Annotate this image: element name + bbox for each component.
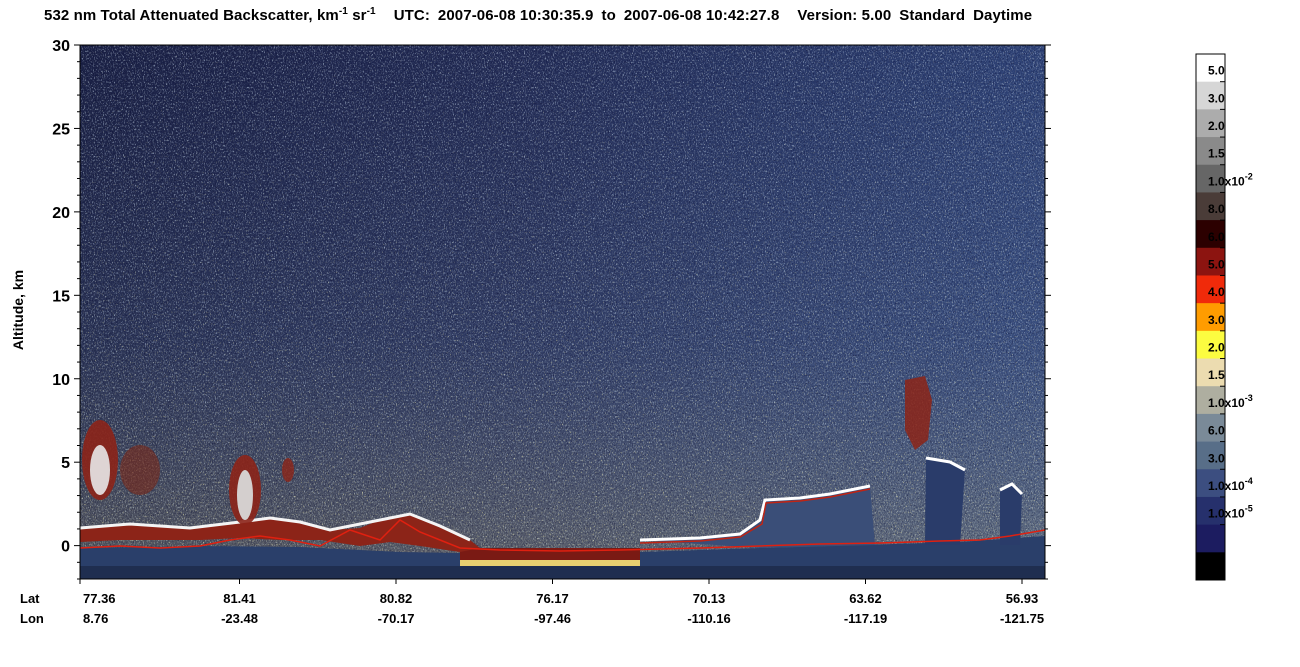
cloud-plume-3-core [237,470,253,520]
colorbar-swatch [1196,386,1225,415]
colorbar-swatch [1196,54,1225,83]
cirrus-column-right [905,376,932,450]
title-to: to [601,7,616,24]
colorbar-swatch [1196,220,1225,249]
lat-tick-label: 77.36 [83,591,116,606]
title-daytime: Daytime [973,7,1033,24]
colorbar-label: 3.0 [1208,451,1225,465]
cloud-tower-right-2-top [999,482,1024,496]
colorbar-swatch [1196,413,1225,442]
stratus-top-red [639,488,871,544]
colorbar-label: 6.0 [1208,424,1225,438]
y-tick-label: 15 [52,288,70,305]
cloud-plume-4 [282,458,294,482]
colorbar-label: 1.5 [1208,368,1225,382]
title-standard: Standard [899,7,966,24]
title-unit-exp-2: -1 [366,6,376,17]
colorbar-swatch [1196,552,1225,581]
colorbar-labels: 5.0 3.0 2.0 1.5 1.0x10-2 8.0 6.0 5.0 4.0 3.0 2.0 1.… [1208,64,1253,526]
colorbar-swatch [1196,469,1225,498]
colorbar-label: 5.0 [1208,257,1225,271]
lon-tick-label: -70.17 [378,611,415,626]
colorbar-label: 6.0 [1208,230,1225,244]
cloud-tower-right [925,458,965,545]
cloud-tower-right-top [925,456,966,472]
lon-tick-label: -117.19 [844,611,887,626]
y-tick-label: 5 [61,455,70,472]
colorbar-swatch [1196,81,1225,110]
surface-elevation-line [80,519,1045,552]
surface-yellow-band [460,560,640,566]
low-cloud-layer-left [80,514,480,552]
colorbar-label: 3.0 [1208,313,1225,327]
colorbar-swatch [1196,441,1225,470]
colorbar-swatch [1196,109,1225,138]
lon-tick-label: -121.75 [1000,611,1044,626]
lon-tick-label: -110.16 [687,611,730,626]
chart-title: 532 nm Total Attenuated Backscatter, km-… [44,6,1032,24]
title-version: Version: 5.00 [797,7,892,24]
title-utc-label: UTC: [393,7,430,24]
y-tick-label: 10 [52,372,70,389]
lat-tick-label: 76.17 [536,591,569,606]
colorbar-swatch [1196,496,1225,526]
colorbar-swatch [1196,247,1225,276]
title-end-time: 2007-06-08 10:42:27.8 [623,7,780,24]
title-product: 532 nm Total Attenuated Backscatter, km [44,7,339,24]
x-axis-labels: Lat Lon 77.36 8.76 81.41 -23.48 80.82 -70.17 76.… [20,579,1044,626]
lat-tick-label: 81.41 [223,591,256,606]
title-start-time: 2007-06-08 10:30:35.9 [437,7,594,24]
cloud-plume-1-core [90,445,110,495]
stratus-layer-right [640,486,875,548]
y-tick-label: 0 [61,539,70,556]
colorbar-label: 3.0 [1208,91,1225,105]
cloud-plume-2 [120,445,160,495]
low-cloud-top-white [80,512,471,542]
lat-tick-label: 70.13 [693,591,726,606]
colorbar-swatch [1196,358,1225,387]
title-unit-sr: sr [347,7,367,24]
colorbar-swatch [1196,137,1225,166]
colorbar-swatch [1196,164,1225,193]
y-tick-label: 25 [52,121,70,138]
colorbar-label: 1.0x10-4 [1208,476,1253,493]
title-unit-exp-1: -1 [338,6,348,17]
colorbar-label: 1.0x10-5 [1208,504,1253,521]
lon-tick-label: -97.46 [534,611,571,626]
cloud-tower-right-2 [1000,484,1022,545]
lat-axis-label: Lat [20,591,40,606]
colorbar-label: 2.0 [1208,341,1225,355]
colorbar-swatch [1196,303,1225,332]
stratus-top-right [639,484,871,542]
lat-tick-label: 56.93 [1006,591,1039,606]
y-tick-label: 30 [52,38,70,55]
colorbar-swatch [1196,330,1225,359]
colorbar-label: 8.0 [1208,202,1225,216]
colorbar-label: 1.5 [1208,147,1225,161]
colorbar-label: 1.0x10-2 [1208,171,1253,188]
subsurface-dark [80,566,1045,579]
colorbar-frame [1195,53,1226,581]
lon-axis-label: Lon [20,611,44,626]
lat-tick-label: 63.62 [849,591,882,606]
colorbar-label: 1.0x10-3 [1208,393,1253,410]
lon-tick-label: 8.76 [83,611,108,626]
y-tick-label: 20 [52,205,70,222]
colorbar-swatches [1195,53,1226,581]
colorbar-label: 2.0 [1208,119,1225,133]
colorbar-swatch [1196,192,1225,221]
lon-tick-label: -23.48 [221,611,258,626]
colorbar-label: 5.0 [1208,64,1225,78]
lat-tick-label: 80.82 [380,591,413,606]
y-axis-ticks: 0 5 10 15 20 25 30 [52,38,1051,580]
colorbar-swatch [1196,275,1225,304]
colorbar-swatch [1196,524,1225,553]
colorbar-label: 4.0 [1208,285,1225,299]
